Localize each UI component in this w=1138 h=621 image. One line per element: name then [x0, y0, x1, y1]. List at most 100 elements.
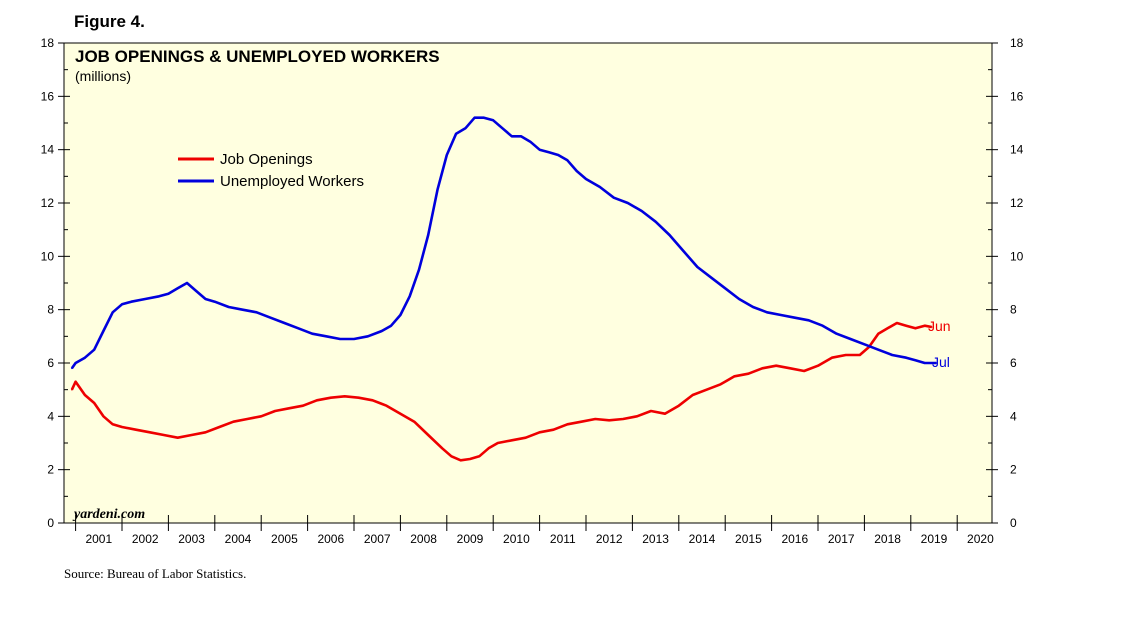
data-point	[71, 388, 73, 391]
data-point	[705, 388, 708, 391]
x-tick-label: 2015	[735, 532, 762, 546]
chart-title: JOB OPENINGS & UNEMPLOYED WORKERS	[75, 47, 440, 66]
x-tick-label: 2014	[689, 532, 716, 546]
watermark: yardeni.com	[72, 507, 145, 522]
data-point	[446, 154, 448, 156]
data-point	[923, 362, 926, 364]
data-point	[311, 332, 314, 335]
data-point	[733, 375, 736, 378]
data-point	[863, 343, 866, 346]
data-point	[283, 322, 286, 324]
chart-subtitle: (millions)	[75, 68, 131, 84]
data-point	[483, 116, 485, 119]
end-label-unemployed: Jul	[932, 354, 950, 370]
x-tick-label: 2012	[596, 532, 623, 546]
y-tick-label-left: 4	[47, 409, 54, 423]
data-point	[102, 330, 105, 332]
data-point	[831, 356, 833, 359]
y-tick-label-left: 8	[47, 303, 54, 317]
y-tick-label-left: 18	[41, 36, 55, 50]
data-point	[789, 367, 791, 370]
data-point	[501, 127, 504, 130]
data-point	[367, 335, 369, 338]
data-point	[130, 300, 133, 303]
data-point	[408, 295, 411, 298]
data-point	[121, 303, 123, 306]
data-point	[204, 298, 207, 300]
legend: Job Openings Unemployed Workers	[178, 151, 364, 190]
data-point	[455, 132, 457, 135]
x-tick-label: 2001	[85, 532, 112, 546]
data-point	[427, 434, 430, 436]
data-point	[654, 220, 657, 223]
data-point	[357, 396, 360, 399]
data-point	[886, 327, 889, 330]
x-tick-label: 2009	[457, 532, 484, 546]
data-point	[158, 295, 160, 298]
job-openings-line	[70, 321, 932, 462]
x-tick-label: 2011	[550, 532, 576, 546]
data-point	[274, 410, 276, 412]
data-point	[316, 399, 318, 402]
data-point	[353, 338, 355, 340]
y-tick-label-right: 2	[1010, 463, 1017, 477]
data-point	[566, 423, 569, 426]
x-tick-label: 2003	[178, 532, 205, 546]
data-point	[935, 362, 938, 364]
data-point	[511, 439, 513, 442]
data-point	[399, 412, 402, 415]
data-point	[385, 404, 388, 407]
y-tick-label-right: 0	[1010, 516, 1017, 530]
data-point	[580, 420, 583, 423]
data-point	[877, 348, 880, 351]
data-point	[399, 314, 402, 316]
series-lines	[70, 116, 938, 462]
data-point	[330, 396, 332, 399]
y-tick-label-right: 8	[1010, 303, 1017, 317]
data-point	[710, 276, 713, 279]
y-tick-label-left: 10	[41, 249, 55, 263]
x-tick-label: 2004	[225, 532, 252, 546]
data-point	[149, 431, 151, 434]
data-point	[232, 420, 235, 423]
data-point	[691, 394, 694, 396]
data-point	[93, 402, 95, 404]
x-tick-label: 2013	[642, 532, 669, 546]
data-point	[288, 407, 290, 410]
data-point	[761, 367, 764, 370]
unemployed-workers-line	[70, 116, 937, 370]
data-point	[678, 404, 680, 407]
data-point	[167, 292, 170, 295]
data-point	[803, 370, 805, 372]
data-point	[780, 314, 782, 316]
data-point	[821, 324, 824, 327]
data-point	[566, 159, 569, 162]
data-point	[343, 395, 346, 398]
data-point	[877, 332, 880, 335]
data-point	[74, 380, 77, 383]
data-point	[817, 364, 819, 367]
data-point	[622, 418, 624, 420]
data-point	[835, 332, 838, 335]
data-point	[204, 431, 207, 434]
data-point	[719, 383, 722, 386]
data-point	[552, 428, 555, 431]
plot-area	[63, 42, 993, 524]
x-tick-label: 2010	[503, 532, 530, 546]
data-point	[575, 170, 578, 172]
data-point	[84, 394, 86, 396]
data-point	[896, 322, 898, 324]
x-tick-label: 2017	[828, 532, 855, 546]
data-point	[163, 434, 165, 436]
data-point	[923, 324, 926, 327]
data-point	[664, 412, 666, 415]
data-point	[891, 354, 893, 356]
data-point	[371, 399, 374, 402]
data-point	[176, 436, 179, 439]
data-point	[650, 410, 652, 412]
data-point	[473, 116, 476, 119]
y-tick-label-right: 18	[1010, 36, 1024, 50]
data-point	[640, 210, 643, 212]
data-point	[111, 311, 114, 314]
